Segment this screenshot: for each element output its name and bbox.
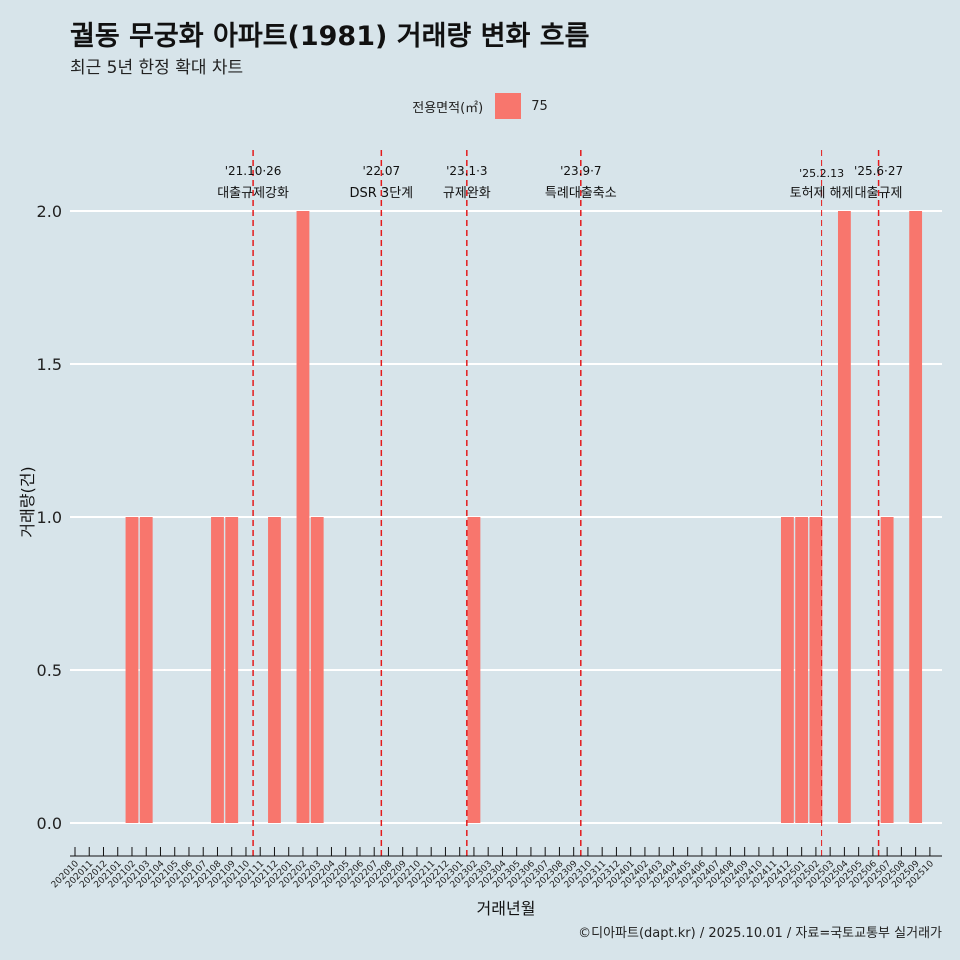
bar [780,517,794,823]
bar [795,517,809,823]
bar [268,517,281,823]
bar [310,517,324,823]
bar [211,517,224,823]
bar [225,517,239,823]
y-axis-title: 거래량(건) [18,466,37,537]
event-date-label: '25.6·27 [854,164,903,178]
bar [296,211,310,823]
bar [909,211,923,823]
y-tick-label: 0.5 [37,661,62,680]
event-label: 규제완화 [443,186,491,201]
event-date-label: '23.1·3 [446,164,487,178]
event-label: 특례대출축소 [545,186,617,201]
x-axis-title: 거래년월 [477,899,536,918]
chart-subtitle: 최근 5년 한정 확대 차트 [70,58,244,78]
legend-title: 전용면적(㎡) [412,100,484,116]
bar [880,517,894,823]
legend: 전용면적(㎡) 75 [0,93,960,119]
y-tick-label: 0.0 [37,814,62,833]
bar [139,517,153,823]
y-tick-label: 1.0 [37,508,62,527]
event-label: 대출규제강화 [217,186,289,201]
bar [809,517,823,823]
bar [467,517,481,823]
event-label: 토허제 해제 [790,186,854,201]
y-tick-label: 1.5 [37,355,62,374]
event-label: 대출규제 [855,186,903,201]
event-date-label: '21.10·26 [225,164,282,178]
source-caption: ©디아파트(dapt.kr) / 2025.10.01 / 자료=국토교통부 실… [578,926,942,941]
event-date-label: '25.2.13 [799,167,844,180]
bar [125,517,139,823]
legend-entry-label: 75 [531,98,548,114]
y-tick-label: 2.0 [37,202,62,221]
bar [837,211,851,823]
legend-swatch [495,93,522,119]
chart-title: 궐동 무궁화 아파트(1981) 거래량 변화 흐름 [70,21,590,52]
event-date-label: '23.9·7 [560,164,601,178]
event-label: DSR 3단계 [350,186,414,201]
event-date-label: '22.07 [362,164,400,178]
